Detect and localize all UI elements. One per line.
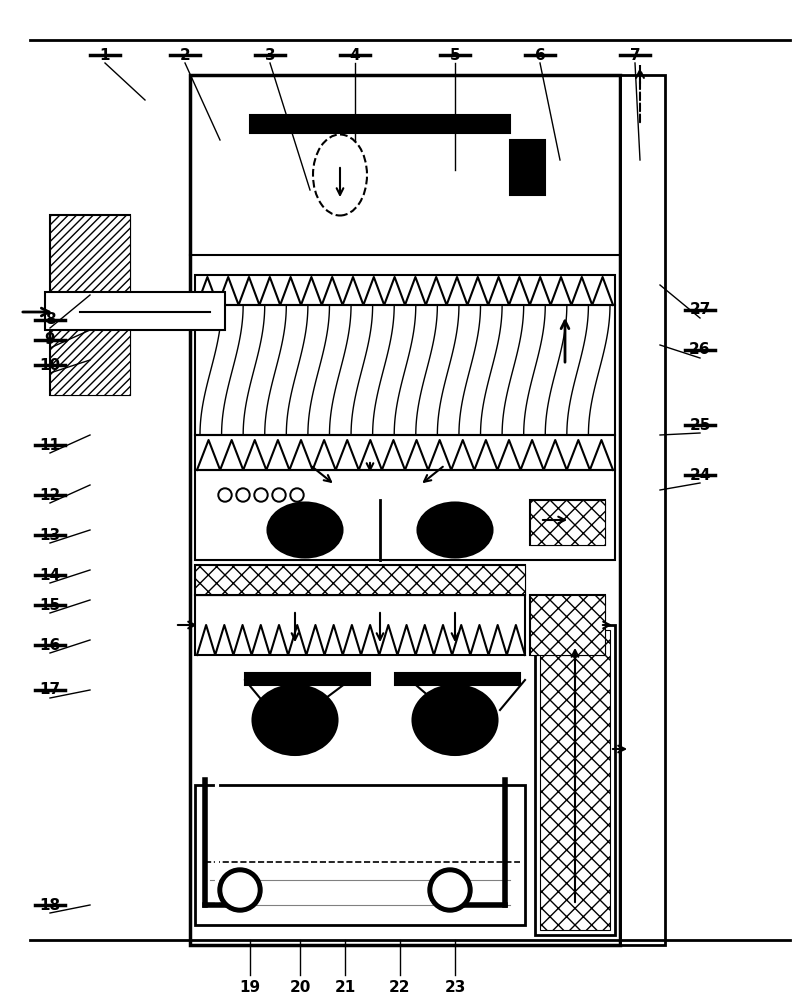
Circle shape [272,488,286,502]
Bar [245,673,370,685]
Text: 27: 27 [689,302,710,318]
Circle shape [292,490,302,500]
Bar [540,630,610,930]
Bar [250,115,510,133]
Bar [45,292,225,330]
Bar [190,75,620,945]
Ellipse shape [412,685,497,755]
Bar [195,595,525,655]
Ellipse shape [313,134,367,216]
Circle shape [218,488,232,502]
Bar [195,275,615,305]
Bar [530,500,605,545]
Text: 20: 20 [289,980,311,995]
Bar [50,315,130,395]
Text: 1: 1 [100,47,110,62]
Text: 13: 13 [40,528,61,542]
Bar [530,500,605,545]
Circle shape [428,868,472,912]
Text: 12: 12 [40,488,61,502]
Bar [530,595,605,655]
Text: 4: 4 [350,47,360,62]
Text: 25: 25 [689,418,710,432]
Bar [510,140,545,195]
Text: 5: 5 [450,47,460,62]
Circle shape [274,490,284,500]
Text: 26: 26 [689,342,710,358]
Bar [50,215,130,295]
Text: 8: 8 [45,312,55,328]
Circle shape [433,873,467,907]
Circle shape [236,488,250,502]
Bar [535,625,615,935]
Bar [195,435,615,470]
Circle shape [223,873,257,907]
Bar [195,305,615,435]
Text: 17: 17 [40,682,61,698]
Ellipse shape [267,502,343,558]
Circle shape [290,488,304,502]
Text: 7: 7 [629,47,641,62]
Text: 22: 22 [390,980,411,995]
Bar [195,785,525,925]
Bar [195,470,615,560]
Bar [50,315,130,395]
Text: 24: 24 [689,468,710,483]
Text: 21: 21 [335,980,356,995]
Circle shape [254,488,268,502]
Circle shape [256,490,266,500]
Text: 3: 3 [265,47,275,62]
Text: 6: 6 [535,47,545,62]
Bar [395,673,520,685]
Text: 16: 16 [40,638,61,652]
Ellipse shape [417,502,492,558]
Text: 15: 15 [40,597,61,612]
Ellipse shape [253,685,338,755]
Text: 19: 19 [240,980,261,995]
Circle shape [220,490,230,500]
Text: 11: 11 [40,438,61,452]
Text: 18: 18 [40,898,61,912]
Text: 14: 14 [40,568,61,582]
Bar [620,75,665,945]
Circle shape [238,490,248,500]
Text: 2: 2 [180,47,190,62]
Circle shape [218,868,262,912]
Text: 23: 23 [445,980,466,995]
Text: 9: 9 [45,332,55,348]
Bar [195,565,525,595]
Text: 10: 10 [40,358,61,372]
Bar [530,595,605,655]
Bar [195,565,525,595]
Bar [50,215,130,295]
